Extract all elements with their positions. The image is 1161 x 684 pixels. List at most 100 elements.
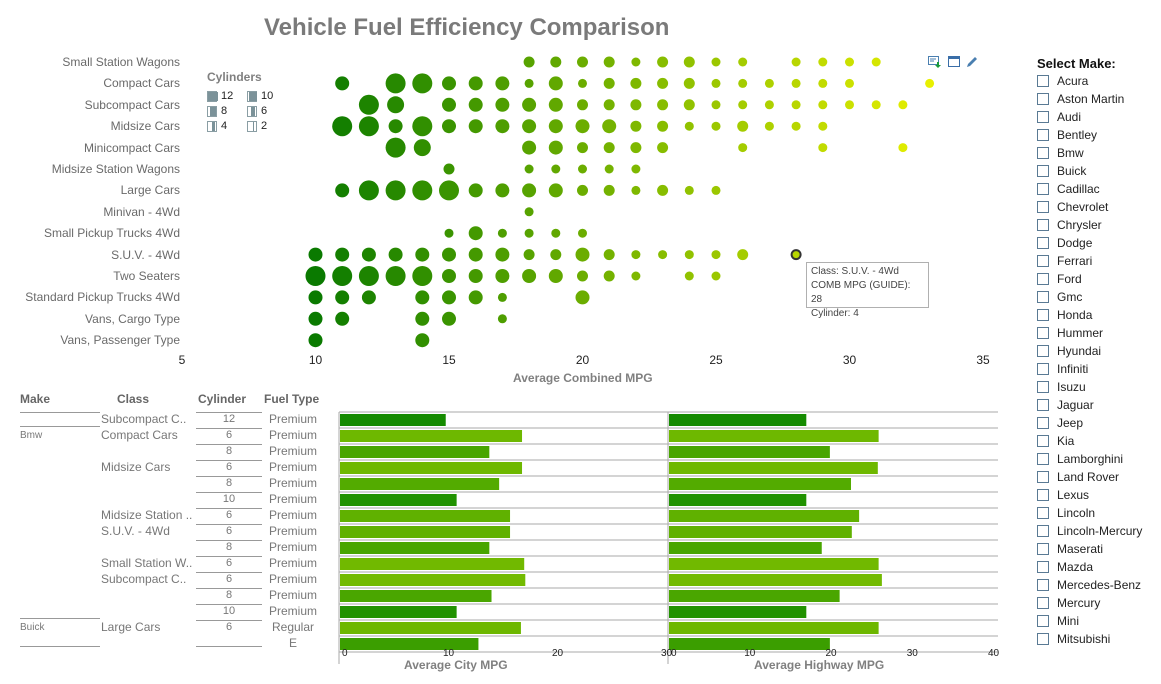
checkbox-icon[interactable] xyxy=(1037,615,1049,627)
make-checkbox-kia[interactable]: Kia xyxy=(1037,434,1074,448)
make-checkbox-mercedes-benz[interactable]: Mercedes-Benz xyxy=(1037,578,1141,592)
make-checkbox-chevrolet[interactable]: Chevrolet xyxy=(1037,200,1108,214)
scatter-point[interactable] xyxy=(388,247,403,262)
highway-mpg-bar[interactable] xyxy=(669,510,860,522)
legend-item[interactable]: 2 xyxy=(247,120,267,132)
make-checkbox-lincoln[interactable]: Lincoln xyxy=(1037,506,1095,520)
highway-mpg-bar[interactable] xyxy=(669,446,830,458)
city-mpg-bar[interactable] xyxy=(340,446,490,458)
scatter-point[interactable] xyxy=(332,116,353,137)
checkbox-icon[interactable] xyxy=(1037,327,1049,339)
scatter-point[interactable] xyxy=(551,228,561,238)
scatter-point[interactable] xyxy=(631,185,641,195)
scatter-point[interactable] xyxy=(898,100,908,110)
scatter-point[interactable] xyxy=(711,121,721,131)
checkbox-icon[interactable] xyxy=(1037,291,1049,303)
scatter-point[interactable] xyxy=(442,97,456,112)
city-mpg-bar[interactable] xyxy=(340,574,526,586)
checkbox-icon[interactable] xyxy=(1037,543,1049,555)
city-mpg-bar[interactable] xyxy=(340,510,511,522)
scatter-point[interactable] xyxy=(575,119,590,134)
scatter-point[interactable] xyxy=(630,77,642,89)
scatter-point[interactable] xyxy=(468,269,483,283)
scatter-point[interactable] xyxy=(548,183,563,198)
make-checkbox-mercury[interactable]: Mercury xyxy=(1037,596,1100,610)
scatter-point[interactable] xyxy=(791,78,801,88)
checkbox-icon[interactable] xyxy=(1037,255,1049,267)
scatter-point[interactable] xyxy=(358,266,379,286)
scatter-point[interactable] xyxy=(764,78,774,88)
scatter-point[interactable] xyxy=(845,78,854,88)
make-checkbox-hummer[interactable]: Hummer xyxy=(1037,326,1103,340)
scatter-point[interactable] xyxy=(791,100,801,110)
city-mpg-bar[interactable] xyxy=(340,414,446,426)
scatter-point[interactable] xyxy=(385,73,406,94)
scatter-point[interactable] xyxy=(468,183,483,198)
make-checkbox-acura[interactable]: Acura xyxy=(1037,74,1088,88)
scatter-point[interactable] xyxy=(684,121,694,131)
scatter-point[interactable] xyxy=(657,99,669,111)
scatter-point[interactable] xyxy=(578,78,587,88)
make-checkbox-audi[interactable]: Audi xyxy=(1037,110,1081,124)
make-checkbox-ford[interactable]: Ford xyxy=(1037,272,1082,286)
scatter-point[interactable] xyxy=(818,143,828,153)
make-checkbox-ferrari[interactable]: Ferrari xyxy=(1037,254,1092,268)
scatter-point[interactable] xyxy=(711,185,721,195)
scatter-point[interactable] xyxy=(548,97,563,112)
scatter-point[interactable] xyxy=(603,99,615,111)
scatter-point[interactable] xyxy=(630,99,642,111)
make-checkbox-lincoln-mercury[interactable]: Lincoln-Mercury xyxy=(1037,524,1142,538)
scatter-point[interactable] xyxy=(818,100,828,110)
checkbox-icon[interactable] xyxy=(1037,471,1049,483)
checkbox-icon[interactable] xyxy=(1037,111,1049,123)
scatter-point[interactable] xyxy=(603,249,615,261)
scatter-point[interactable] xyxy=(385,266,406,286)
highway-mpg-bar[interactable] xyxy=(669,526,852,538)
scatter-point[interactable] xyxy=(577,270,588,282)
checkbox-icon[interactable] xyxy=(1037,453,1049,465)
scatter-point[interactable] xyxy=(790,249,802,261)
scatter-point[interactable] xyxy=(711,250,721,260)
scatter-point[interactable] xyxy=(497,292,507,302)
make-checkbox-isuzu[interactable]: Isuzu xyxy=(1037,380,1086,394)
scatter-point[interactable] xyxy=(657,142,669,154)
scatter-point[interactable] xyxy=(439,180,459,201)
checkbox-icon[interactable] xyxy=(1037,345,1049,357)
bar-charts[interactable] xyxy=(0,0,1010,684)
scatter-point[interactable] xyxy=(603,142,615,154)
scatter-point[interactable] xyxy=(442,269,456,283)
make-checkbox-cadillac[interactable]: Cadillac xyxy=(1037,182,1100,196)
scatter-point[interactable] xyxy=(631,57,641,67)
checkbox-icon[interactable] xyxy=(1037,129,1049,141)
scatter-point[interactable] xyxy=(413,139,431,157)
scatter-point[interactable] xyxy=(335,183,350,198)
scatter-point[interactable] xyxy=(738,78,748,88)
scatter-point[interactable] xyxy=(497,314,507,324)
scatter-point[interactable] xyxy=(575,290,590,305)
make-checkbox-mazda[interactable]: Mazda xyxy=(1037,560,1093,574)
scatter-point[interactable] xyxy=(415,247,430,262)
city-mpg-bar[interactable] xyxy=(340,558,525,570)
scatter-point[interactable] xyxy=(468,290,483,305)
scatter-point[interactable] xyxy=(738,57,748,67)
scatter-point[interactable] xyxy=(657,56,669,68)
scatter-point[interactable] xyxy=(631,250,641,260)
scatter-point[interactable] xyxy=(684,185,694,195)
make-checkbox-aston-martin[interactable]: Aston Martin xyxy=(1037,92,1124,106)
scatter-point[interactable] xyxy=(385,180,406,201)
scatter-point[interactable] xyxy=(335,247,350,262)
scatter-point[interactable] xyxy=(657,120,669,132)
scatter-point[interactable] xyxy=(630,142,642,154)
city-mpg-bar[interactable] xyxy=(340,590,492,602)
scatter-point[interactable] xyxy=(308,311,323,326)
scatter-point[interactable] xyxy=(711,271,721,281)
scatter-point[interactable] xyxy=(308,290,323,305)
make-checkbox-jeep[interactable]: Jeep xyxy=(1037,416,1083,430)
scatter-point[interactable] xyxy=(577,184,588,196)
scatter-point[interactable] xyxy=(332,266,353,286)
scatter-point[interactable] xyxy=(631,271,641,281)
scatter-point[interactable] xyxy=(524,78,534,88)
make-checkbox-jaguar[interactable]: Jaguar xyxy=(1037,398,1094,412)
checkbox-icon[interactable] xyxy=(1037,507,1049,519)
checkbox-icon[interactable] xyxy=(1037,399,1049,411)
